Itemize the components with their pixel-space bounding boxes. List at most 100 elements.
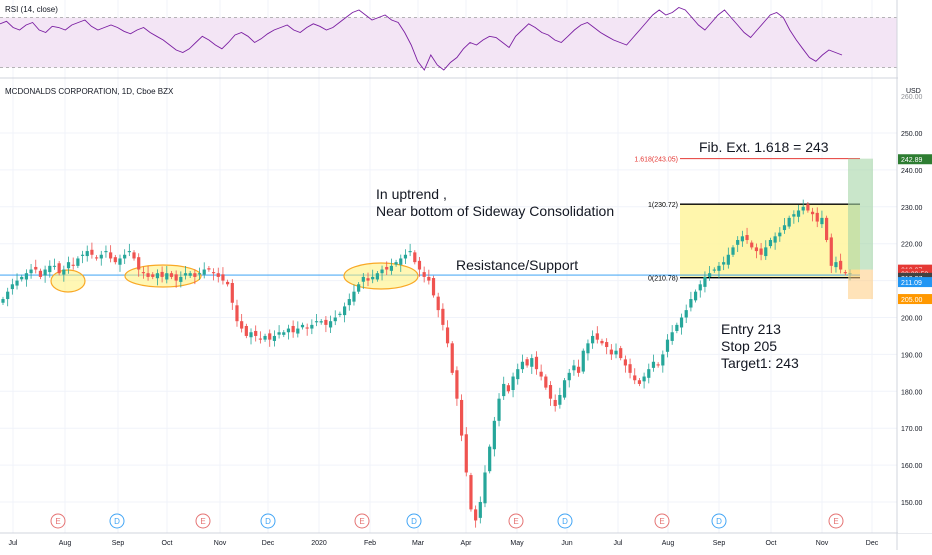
candle-body: [548, 385, 553, 399]
price-tick-label: 250.00: [901, 131, 923, 138]
price-tick-label: 260.00: [901, 94, 923, 101]
candle-body: [455, 370, 459, 399]
candle-body: [366, 278, 370, 281]
price-axis[interactable]: 150.00160.00170.00180.00190.00200.00210.…: [898, 0, 932, 533]
candle-body: [698, 284, 702, 291]
candle-body: [90, 249, 94, 255]
candle-body: [403, 254, 408, 259]
candle-body: [717, 265, 721, 271]
candle-body: [474, 509, 478, 521]
candle-body: [417, 260, 422, 270]
candle-body: [820, 217, 824, 225]
price-tick-label: 160.00: [901, 463, 923, 470]
candle-body: [488, 446, 492, 472]
price-tag-box: [898, 154, 932, 165]
candle-body: [141, 272, 145, 274]
rsi-line: [0, 6, 843, 71]
dividend-marker: [557, 513, 573, 529]
candle-body: [815, 212, 819, 222]
event-marker-label: D: [411, 517, 417, 526]
candle-body: [422, 272, 426, 277]
rsi-band: [0, 17, 897, 68]
time-tick-label: Aug: [59, 540, 72, 547]
earnings-marker: [828, 513, 844, 529]
candle-body: [319, 321, 323, 323]
candle-body: [623, 359, 627, 366]
candle-body: [843, 272, 847, 274]
candle-body: [76, 258, 80, 266]
candle-body: [647, 369, 651, 378]
candle-body: [43, 269, 47, 276]
candle-body: [595, 333, 599, 340]
candle-body: [839, 260, 843, 270]
candle-body: [155, 273, 160, 279]
candle-body: [600, 340, 604, 344]
event-marker-label: E: [833, 517, 838, 526]
candle-body: [581, 350, 585, 372]
fib-level-label: 0(210.78): [648, 276, 678, 283]
candle-body: [328, 321, 333, 328]
time-tick-label: 2020: [311, 540, 327, 547]
time-tick-label: Apr: [461, 540, 473, 547]
event-marker-label: D: [114, 517, 120, 526]
candle-body: [539, 371, 543, 377]
chart-title: MCDONALDS CORPORATION, 1D, Cboe BZX: [5, 87, 174, 96]
price-tag-box: [898, 277, 932, 288]
candle-body: [109, 252, 113, 259]
candle-body: [99, 254, 103, 259]
candle-body: [15, 280, 19, 286]
time-tick-label: Jul: [614, 540, 623, 547]
time-tick-label: Jun: [561, 540, 572, 547]
candle-body: [497, 398, 501, 421]
annotation-consolidation: Near bottom of Sideway Consolidation: [376, 203, 614, 219]
candle-body: [431, 278, 436, 296]
support-highlight-ellipse: [343, 262, 419, 290]
candle-body: [759, 248, 763, 255]
candle-body: [441, 308, 445, 325]
currency-label[interactable]: USD: [906, 88, 921, 95]
candle-body: [764, 247, 768, 257]
candle-body: [226, 281, 230, 285]
candle-body: [165, 273, 169, 280]
candle-body: [132, 252, 136, 259]
candle-body: [530, 358, 534, 367]
candle-body: [553, 399, 557, 407]
candle-body: [207, 268, 211, 270]
candle-body: [385, 266, 389, 270]
price-tick-label: 230.00: [901, 205, 923, 212]
candle-body: [745, 235, 749, 241]
candle-body: [562, 380, 567, 398]
candle-body: [614, 350, 618, 355]
candle-body: [324, 319, 328, 325]
event-marker-label: E: [200, 517, 205, 526]
candle-body: [773, 236, 777, 243]
candle-body: [689, 299, 693, 308]
candle-body: [675, 324, 679, 331]
candle-body: [525, 359, 529, 366]
long-position-tool[interactable]: [848, 158, 873, 300]
candle-body: [352, 291, 356, 302]
candle-body: [806, 204, 810, 211]
candle-body: [544, 376, 548, 388]
fib-level-label: 1.618(243.05): [634, 157, 678, 164]
time-axis[interactable]: Jul Aug Sep Oct Nov Dec 2020 Feb Mar Apr May Jun Jul…: [9, 540, 879, 547]
candle-body: [66, 262, 71, 269]
time-tick-label: Nov: [816, 540, 829, 547]
price-tick-label: 190.00: [901, 352, 923, 359]
candle-body: [736, 240, 740, 245]
candle-body: [750, 242, 754, 248]
candle-body: [708, 273, 712, 277]
price-tick-label: 240.00: [901, 168, 923, 175]
candle-body: [609, 349, 613, 355]
candle-body: [679, 317, 684, 328]
candle-body: [169, 273, 174, 277]
candle-body: [516, 369, 520, 380]
position-profit-zone: [848, 158, 873, 270]
candle-body: [389, 265, 394, 271]
earnings-marker: [50, 513, 66, 529]
candle-body: [782, 225, 787, 231]
